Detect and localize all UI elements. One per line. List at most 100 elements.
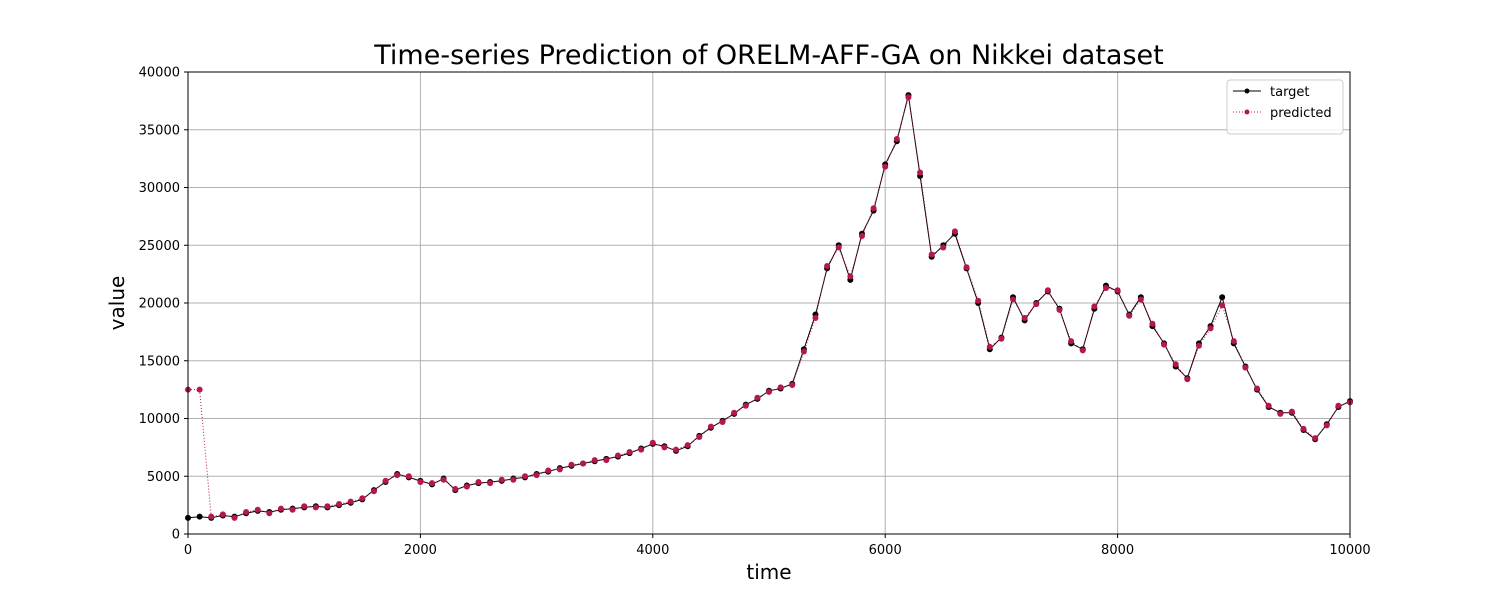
- series-marker: [370, 488, 377, 495]
- series-marker: [870, 205, 877, 212]
- series-marker: [731, 409, 738, 416]
- series-marker: [754, 394, 761, 401]
- series-marker: [452, 485, 459, 492]
- series-marker: [1265, 402, 1272, 409]
- series-marker: [766, 388, 772, 395]
- series-marker: [1056, 306, 1063, 313]
- series-marker: [614, 452, 621, 459]
- series-marker: [673, 446, 680, 453]
- series-marker: [1184, 376, 1191, 383]
- series-marker: [940, 244, 947, 251]
- legend-label: predicted: [1270, 106, 1332, 121]
- series-marker: [580, 460, 587, 467]
- series-marker: [626, 448, 633, 455]
- series-marker: [1021, 315, 1028, 322]
- series-marker: [1277, 410, 1284, 417]
- legend-label: target: [1270, 85, 1310, 100]
- x-tick-label: 8000: [1101, 543, 1134, 558]
- series-marker: [312, 504, 319, 511]
- legend-box: [1226, 79, 1344, 135]
- x-tick-label: 4000: [636, 543, 669, 558]
- series-marker: [1254, 385, 1261, 392]
- series-marker: [707, 423, 714, 430]
- series-marker: [1044, 287, 1051, 294]
- legend-marker: [1244, 88, 1250, 94]
- legend: target predicted: [1226, 79, 1344, 135]
- series-marker: [696, 433, 703, 440]
- y-tick-label: 0: [172, 528, 180, 543]
- x-tick-label: 0: [184, 543, 192, 558]
- series-marker: [1091, 303, 1098, 310]
- series-marker: [1068, 338, 1075, 345]
- series-marker: [1323, 422, 1330, 429]
- series-marker: [812, 315, 819, 322]
- series-marker: [463, 483, 470, 490]
- y-tick-label: 25000: [139, 239, 180, 254]
- series-marker: [591, 457, 598, 464]
- y-tick-label: 15000: [139, 354, 180, 369]
- y-tick-label: 30000: [139, 181, 180, 196]
- y-axis-label: value: [105, 276, 129, 331]
- series-marker: [196, 386, 203, 393]
- series-marker: [742, 402, 749, 409]
- y-tick-label: 20000: [139, 297, 180, 312]
- series-marker: [603, 457, 610, 464]
- series-marker: [336, 500, 343, 507]
- series-marker: [986, 343, 993, 350]
- series-marker: [1335, 402, 1342, 409]
- legend-marker: [1244, 109, 1250, 115]
- series-marker: [243, 509, 250, 516]
- series-marker: [487, 480, 494, 487]
- series-marker: [568, 461, 575, 468]
- series-marker: [975, 297, 982, 304]
- series-marker: [266, 510, 273, 517]
- series-marker: [847, 273, 854, 280]
- series-marker: [917, 169, 924, 176]
- series-marker: [498, 476, 505, 483]
- y-tick-label: 40000: [139, 66, 180, 81]
- y-tick-label: 35000: [139, 123, 180, 138]
- series-marker: [417, 479, 424, 486]
- series-marker: [1300, 425, 1307, 432]
- series-marker: [882, 163, 889, 170]
- x-axis-label: time: [746, 560, 791, 584]
- series-marker: [1172, 361, 1179, 368]
- y-tick-label: 10000: [139, 412, 180, 427]
- chart-title: Time-series Prediction of ORELM-AFF-GA o…: [373, 40, 1163, 71]
- series-marker: [1033, 301, 1040, 308]
- series-marker: [638, 446, 645, 453]
- series-marker: [1219, 294, 1226, 301]
- series-marker: [1149, 320, 1156, 327]
- series-marker: [1230, 338, 1237, 345]
- series-marker: [394, 472, 401, 479]
- series-marker: [1288, 408, 1295, 415]
- series-marker: [196, 513, 203, 520]
- series-marker: [429, 480, 436, 487]
- series-marker: [277, 505, 284, 512]
- series-marker: [1312, 435, 1319, 442]
- series-marker: [777, 384, 784, 391]
- series-marker: [208, 513, 215, 520]
- series-marker: [789, 382, 796, 389]
- series-marker: [824, 263, 831, 270]
- series-marker: [1219, 302, 1226, 309]
- series-marker: [835, 244, 842, 251]
- series-marker: [649, 439, 656, 446]
- series-marker: [998, 335, 1005, 342]
- x-tick-label: 2000: [404, 543, 437, 558]
- y-tick-label: 5000: [147, 470, 180, 485]
- series-marker: [684, 442, 691, 449]
- series-marker: [1126, 312, 1133, 319]
- series-marker: [545, 467, 552, 474]
- series-marker: [1102, 284, 1109, 291]
- series-marker: [510, 476, 517, 483]
- series-marker: [893, 135, 900, 142]
- series-marker: [219, 511, 226, 518]
- series-marker: [719, 418, 726, 425]
- series-marker: [324, 503, 331, 510]
- series-marker: [951, 228, 958, 235]
- series-marker: [1010, 296, 1017, 303]
- series-marker: [475, 479, 482, 486]
- series-marker: [1114, 287, 1121, 294]
